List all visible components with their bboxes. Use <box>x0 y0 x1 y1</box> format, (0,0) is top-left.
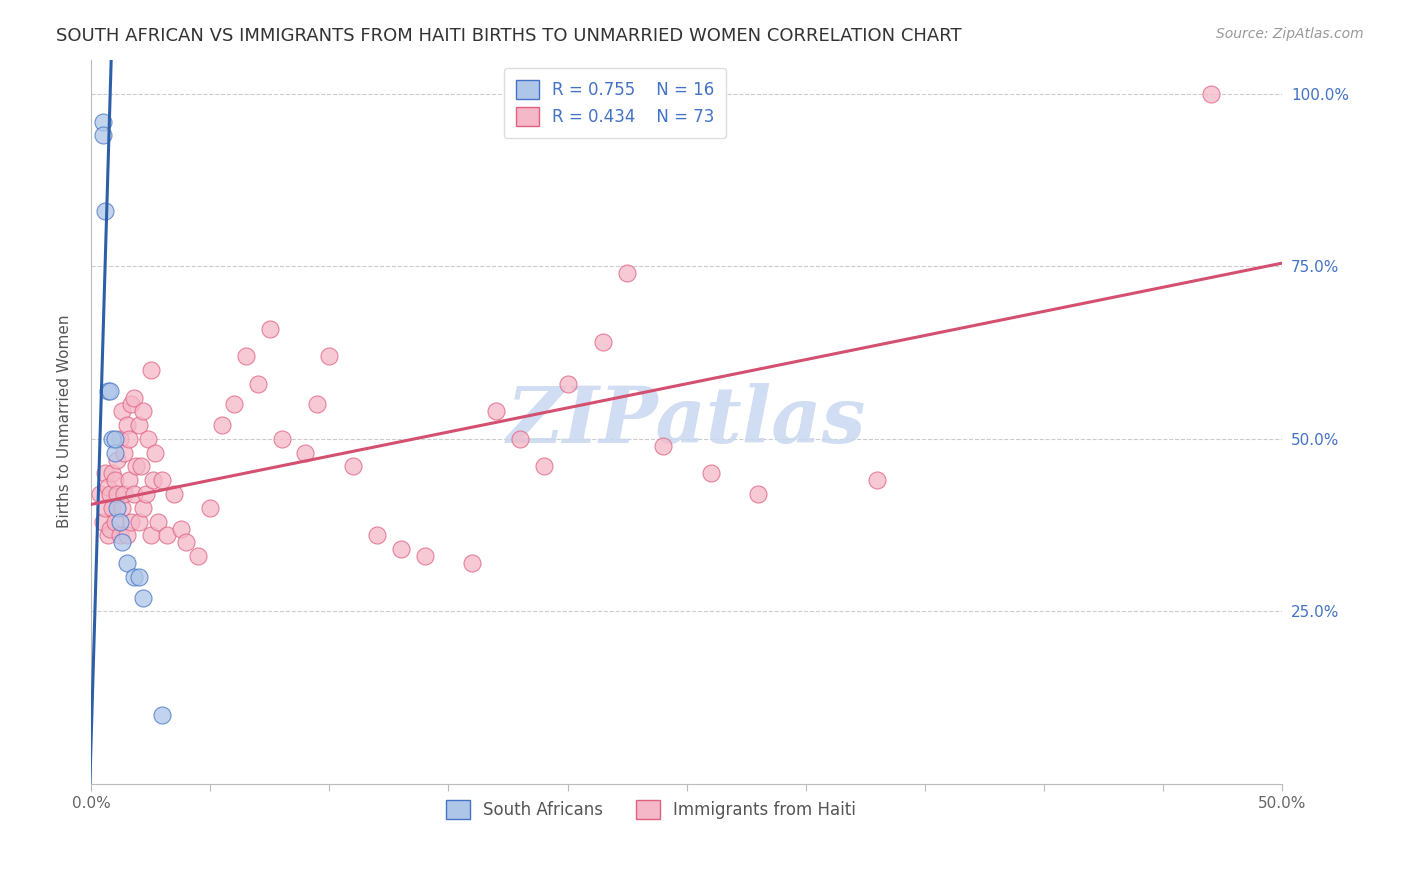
Point <box>98 384 121 398</box>
Point <box>104 515 127 529</box>
Point <box>747 487 769 501</box>
Point <box>592 335 614 350</box>
Point <box>104 446 127 460</box>
Point <box>1199 87 1222 101</box>
Point <box>97 528 120 542</box>
Point <box>112 446 135 460</box>
Point <box>108 528 131 542</box>
Point <box>222 397 245 411</box>
Point <box>866 473 889 487</box>
Point <box>152 707 174 722</box>
Text: ZIPatlas: ZIPatlas <box>508 384 866 460</box>
Point <box>557 376 579 391</box>
Point <box>97 480 120 494</box>
Point <box>389 542 412 557</box>
Point <box>120 515 142 529</box>
Point <box>509 432 531 446</box>
Point <box>108 515 131 529</box>
Point <box>142 473 165 487</box>
Point <box>139 528 162 542</box>
Point <box>108 432 131 446</box>
Point <box>246 376 269 391</box>
Point <box>174 535 197 549</box>
Point <box>115 528 138 542</box>
Text: Source: ZipAtlas.com: Source: ZipAtlas.com <box>1216 27 1364 41</box>
Point <box>163 487 186 501</box>
Point <box>132 500 155 515</box>
Point <box>101 500 124 515</box>
Point <box>101 467 124 481</box>
Point <box>651 439 673 453</box>
Point <box>128 570 150 584</box>
Point <box>307 397 329 411</box>
Point <box>485 404 508 418</box>
Point <box>120 397 142 411</box>
Point <box>91 128 114 143</box>
Point <box>91 515 114 529</box>
Point <box>98 522 121 536</box>
Point <box>125 459 148 474</box>
Point <box>115 556 138 570</box>
Point <box>152 473 174 487</box>
Point <box>97 384 120 398</box>
Legend: South Africans, Immigrants from Haiti: South Africans, Immigrants from Haiti <box>440 794 862 826</box>
Point <box>104 432 127 446</box>
Y-axis label: Births to Unmarried Women: Births to Unmarried Women <box>58 315 72 528</box>
Point <box>259 321 281 335</box>
Point <box>294 446 316 460</box>
Point <box>139 363 162 377</box>
Point <box>128 418 150 433</box>
Point <box>98 487 121 501</box>
Point <box>94 204 117 219</box>
Point <box>136 432 159 446</box>
Point <box>156 528 179 542</box>
Point <box>235 349 257 363</box>
Point <box>115 418 138 433</box>
Point <box>105 500 128 515</box>
Point <box>146 515 169 529</box>
Point <box>118 473 141 487</box>
Point <box>91 114 114 128</box>
Point <box>111 535 134 549</box>
Point <box>104 473 127 487</box>
Point <box>122 487 145 501</box>
Point <box>187 549 209 563</box>
Point <box>135 487 157 501</box>
Point <box>129 459 152 474</box>
Point <box>318 349 340 363</box>
Point <box>94 467 117 481</box>
Point <box>132 404 155 418</box>
Point <box>118 432 141 446</box>
Text: SOUTH AFRICAN VS IMMIGRANTS FROM HAITI BIRTHS TO UNMARRIED WOMEN CORRELATION CHA: SOUTH AFRICAN VS IMMIGRANTS FROM HAITI B… <box>56 27 962 45</box>
Point <box>211 418 233 433</box>
Point <box>89 487 111 501</box>
Point <box>94 500 117 515</box>
Point <box>111 404 134 418</box>
Point <box>105 487 128 501</box>
Point <box>366 528 388 542</box>
Point <box>533 459 555 474</box>
Point <box>198 500 221 515</box>
Point <box>132 591 155 605</box>
Point <box>342 459 364 474</box>
Point <box>616 266 638 280</box>
Point <box>413 549 436 563</box>
Point <box>143 446 166 460</box>
Point <box>270 432 292 446</box>
Point <box>105 452 128 467</box>
Point <box>170 522 193 536</box>
Point <box>128 515 150 529</box>
Point <box>461 556 484 570</box>
Point <box>112 487 135 501</box>
Point <box>101 432 124 446</box>
Point <box>122 391 145 405</box>
Point <box>122 570 145 584</box>
Point <box>111 500 134 515</box>
Point <box>699 467 721 481</box>
